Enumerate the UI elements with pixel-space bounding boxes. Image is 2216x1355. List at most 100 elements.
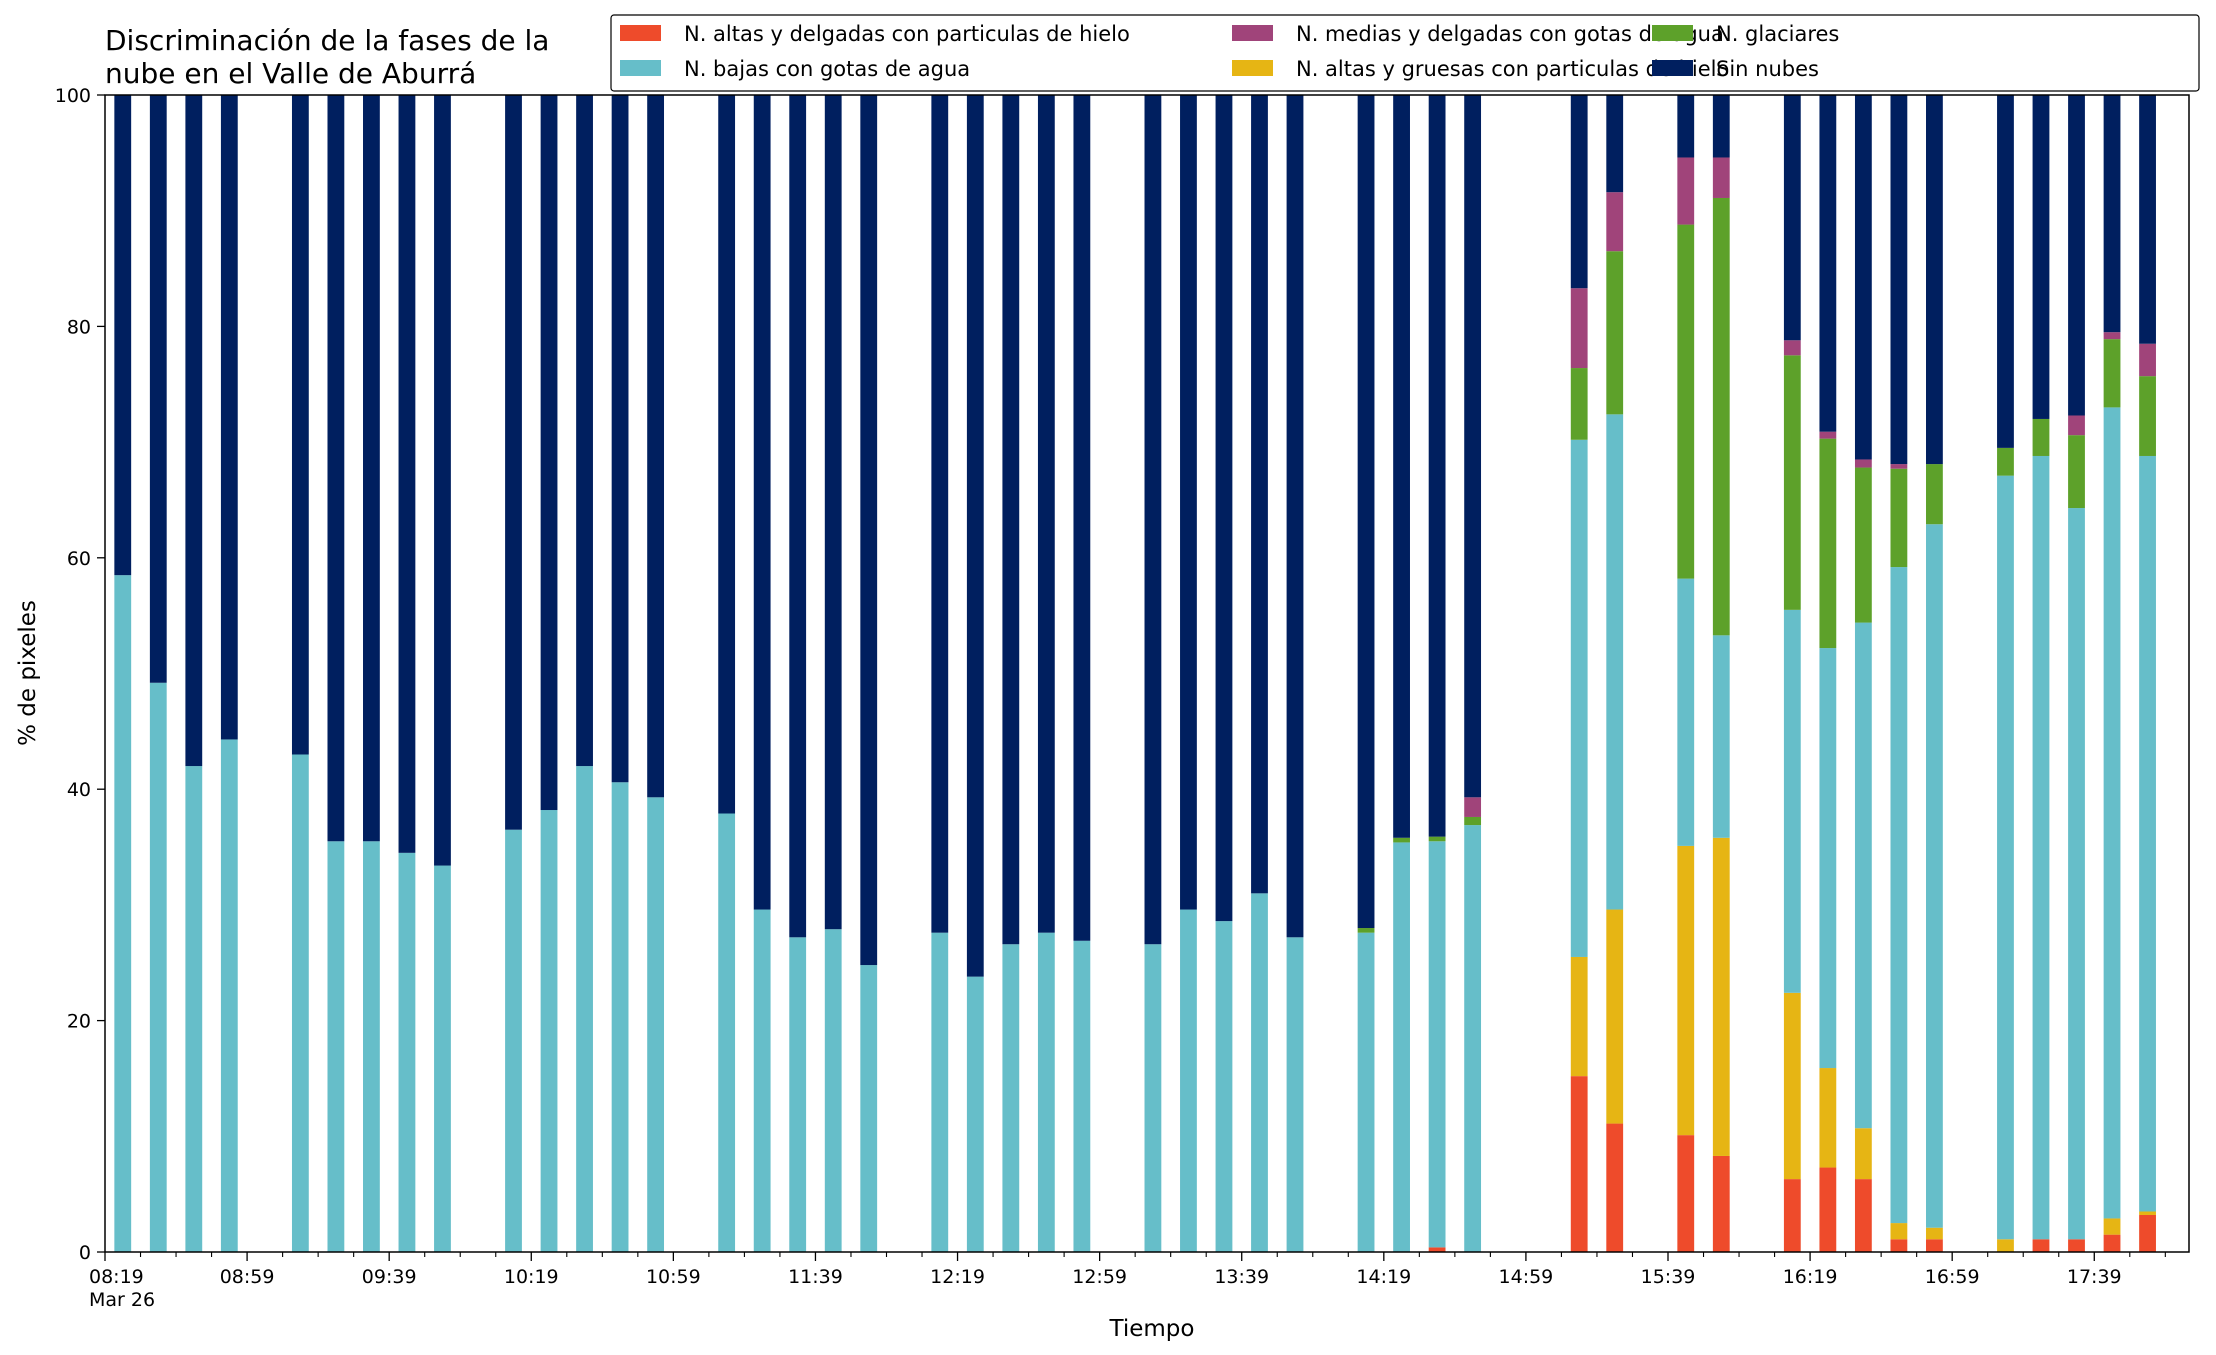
bar-group <box>540 95 558 1252</box>
bar-group <box>824 95 842 1252</box>
legend-box <box>610 14 2200 92</box>
y-tick-label: 100 <box>55 85 91 107</box>
bar-segment <box>2103 95 2121 333</box>
bar-segment <box>434 95 451 866</box>
bar-segment <box>1215 921 1233 1252</box>
bar-segment <box>149 95 167 683</box>
bar-segment <box>647 797 665 1252</box>
x-tick-label: 10:59 <box>646 1266 701 1288</box>
bar-segment <box>1854 459 1872 468</box>
bar-segment <box>1890 1223 1908 1240</box>
x-tick-label: 11:39 <box>788 1266 843 1288</box>
bar-segment <box>327 95 345 842</box>
bar-segment <box>1606 95 1624 193</box>
bar-segment <box>2103 407 2121 1219</box>
bar-segment <box>1926 95 1943 465</box>
bar-group <box>434 95 451 1252</box>
bar-group <box>2139 95 2156 1252</box>
bar-segment <box>1819 1167 1837 1252</box>
y-tick-label: 80 <box>67 316 91 338</box>
bar-segment <box>1251 95 1268 894</box>
bar-group <box>1357 95 1375 1252</box>
bar-segment <box>291 95 309 755</box>
bar-group <box>1073 95 1091 1252</box>
bar-segment <box>185 766 203 1252</box>
bar-segment <box>1180 95 1197 910</box>
bar-segment <box>1215 95 1233 922</box>
bar-segment <box>1890 1239 1908 1252</box>
x-tick-label: 16:59 <box>1925 1266 1980 1288</box>
x-tick-label: 12:59 <box>1072 1266 1127 1288</box>
bar-segment <box>966 95 984 977</box>
bar-segment <box>2032 1239 2050 1252</box>
bar-segment <box>1002 944 1020 1252</box>
bar-segment <box>2068 1239 2085 1252</box>
bar-group <box>966 95 984 1252</box>
bar-segment <box>1570 368 1588 440</box>
y-axis-label: % de pixeles <box>15 600 41 746</box>
x-tick-sublabel: Mar 26 <box>89 1289 155 1311</box>
bar-segment <box>1002 95 1020 945</box>
bar-segment <box>1677 224 1695 579</box>
bar-segment <box>220 739 238 1252</box>
bar-group <box>1570 95 1588 1252</box>
bar-group <box>363 95 380 1252</box>
bar-segment <box>291 754 309 1252</box>
bar-segment <box>1393 95 1410 838</box>
bar-segment <box>1428 1247 1446 1252</box>
bar-segment <box>1393 842 1410 1252</box>
bar-segment <box>1712 1155 1730 1252</box>
bar-group <box>1393 95 1410 1252</box>
bar-segment <box>753 909 771 1252</box>
legend-label: N. bajas con gotas de agua <box>684 57 970 81</box>
bar-group <box>1251 95 1268 1252</box>
bar-segment <box>1677 1135 1695 1252</box>
bar-segment <box>2068 415 2085 436</box>
x-tick-label: 15:39 <box>1641 1266 1696 1288</box>
bar-segment <box>1854 95 1872 460</box>
bar-segment <box>1819 1068 1837 1168</box>
legend-swatch <box>1232 60 1273 76</box>
bar-segment <box>363 841 380 1252</box>
bar-segment <box>860 95 878 966</box>
bar-segment <box>2103 1234 2121 1252</box>
legend-label: N. altas y delgadas con particulas de hi… <box>684 22 1130 46</box>
bar-group <box>931 95 949 1252</box>
bar-segment <box>860 965 878 1252</box>
bar-segment <box>718 813 736 1252</box>
bar-segment <box>149 682 167 1252</box>
bar-group <box>860 95 878 1252</box>
bar-group <box>1215 95 1233 1252</box>
bar-segment <box>2139 455 2156 1212</box>
bar-group <box>647 95 665 1252</box>
legend: N. altas y delgadas con particulas de hi… <box>610 14 2200 92</box>
bar-segment <box>2032 95 2050 419</box>
x-tick-label: 08:59 <box>220 1266 275 1288</box>
bar-segment <box>1854 1179 1872 1252</box>
bar-segment <box>1783 340 1801 356</box>
bars-layer <box>114 95 2156 1252</box>
bar-segment <box>1464 825 1482 1252</box>
bar-segment <box>505 829 522 1252</box>
bar-group <box>1464 95 1482 1252</box>
bar-segment <box>1570 95 1588 289</box>
bar-segment <box>363 95 380 842</box>
bar-segment <box>1926 464 1943 525</box>
bar-segment <box>1926 1227 1943 1240</box>
bar-segment <box>1783 1179 1801 1252</box>
y-tick-label: 20 <box>67 1011 91 1033</box>
legend-swatch <box>620 25 661 41</box>
bar-segment <box>2032 418 2050 456</box>
bar-segment <box>1854 622 1872 1129</box>
bar-segment <box>2139 1211 2156 1215</box>
y-axis-ticks: 0 20 40 60 80 100 <box>55 85 105 1264</box>
bar-segment <box>2139 95 2156 344</box>
bar-segment <box>1890 95 1908 465</box>
bar-segment <box>1037 932 1055 1252</box>
chart-title-line-1: Discriminación de la fases de la <box>105 24 549 57</box>
bar-group <box>1180 95 1197 1252</box>
bar-group <box>398 95 416 1252</box>
bar-segment <box>611 782 629 1252</box>
bar-segment <box>1712 197 1730 636</box>
bar-group <box>2068 95 2085 1252</box>
